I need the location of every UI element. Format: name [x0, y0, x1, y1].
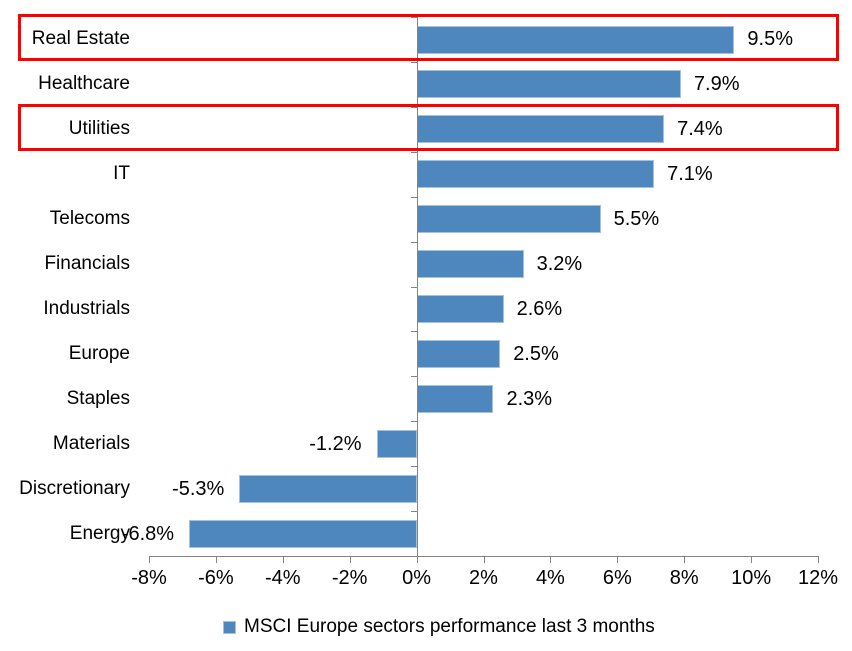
highlight-box-real-estate [18, 14, 839, 61]
x-axis-tick [149, 556, 150, 563]
y-axis-tick [410, 151, 417, 153]
x-axis-tick [215, 556, 217, 563]
bar-healthcare [416, 70, 681, 99]
y-axis-tick [410, 241, 417, 243]
y-axis-tick [410, 17, 417, 18]
category-label-healthcare: Healthcare [38, 73, 130, 95]
y-axis-line [416, 17, 418, 557]
x-tick-label-2-: 2% [469, 567, 498, 589]
value-label-staples: 2.3% [506, 387, 553, 410]
x-axis-tick [751, 556, 753, 563]
category-label-industrials: Industrials [43, 297, 130, 319]
value-label-financials: 3.2% [536, 253, 583, 276]
x-tick-label-8-: 8% [669, 567, 699, 589]
legend-label: MSCI Europe sectors performance last 3 m… [244, 616, 655, 637]
y-axis-tick [410, 106, 417, 108]
x-tick-label-12-: 12% [797, 567, 839, 589]
category-label-financials: Financials [44, 253, 130, 275]
x-tick-label-0-: 0% [402, 567, 432, 589]
highlight-box-utilities [18, 103, 839, 151]
x-axis-tick [282, 556, 284, 563]
x-axis-tick [818, 556, 819, 563]
x-axis-tick [416, 556, 418, 563]
x-axis-tick [550, 556, 552, 563]
value-label-industrials: 2.6% [516, 297, 563, 320]
x-tick-label--6-: -6% [198, 567, 234, 589]
bar-europe [416, 339, 501, 368]
legend-marker-icon [223, 620, 236, 634]
category-label-discretionary: Discretionary [19, 477, 130, 499]
value-label-real-estate: 9.5% [747, 28, 793, 51]
category-label-materials: Materials [52, 432, 130, 454]
category-label-utilities: Utilities [68, 118, 130, 140]
x-tick-label--8-: -8% [131, 567, 167, 589]
bar-materials [376, 429, 417, 458]
value-label-it: 7.1% [667, 163, 713, 186]
x-axis-tick [483, 556, 485, 563]
x-tick-label--2-: -2% [331, 567, 368, 589]
value-label-energy: -6.8% [121, 522, 175, 545]
bar-industrials [416, 295, 504, 323]
x-axis-tick [617, 556, 619, 563]
legend: MSCI Europe sectors performance last 3 m… [223, 615, 655, 639]
bar-staples [416, 384, 494, 413]
category-label-energy: Energy [69, 522, 130, 544]
x-tick-label-6-: 6% [602, 567, 632, 589]
bar-real-estate [416, 25, 735, 54]
y-axis-tick [410, 331, 417, 333]
value-label-europe: 2.5% [513, 342, 559, 365]
x-axis-tick [349, 556, 351, 563]
bar-financials [416, 250, 524, 278]
bar-discretionary [239, 474, 417, 503]
value-label-discretionary: -5.3% [172, 477, 225, 500]
y-axis-tick [410, 421, 417, 423]
y-axis-tick [410, 511, 417, 513]
value-label-materials: -1.2% [309, 432, 362, 455]
value-label-healthcare: 7.9% [693, 73, 740, 96]
x-axis-tick [684, 556, 686, 563]
category-label-europe: Europe [68, 342, 130, 364]
x-tick-label-10-: 10% [731, 567, 772, 589]
bar-utilities [416, 115, 665, 144]
x-tick-label--4-: -4% [265, 567, 301, 589]
category-label-telecoms: Telecoms [49, 208, 130, 230]
bar-energy [189, 519, 417, 548]
category-label-staples: Staples [66, 387, 130, 409]
value-label-utilities: 7.4% [677, 118, 723, 141]
category-label-it: IT [113, 163, 130, 185]
x-tick-label-4-: 4% [535, 567, 565, 589]
y-axis-tick [410, 376, 417, 378]
y-axis-tick [410, 196, 417, 198]
y-axis-tick [410, 61, 417, 63]
y-axis-tick [410, 466, 417, 468]
value-label-telecoms: 5.5% [613, 208, 660, 231]
y-axis-tick [410, 286, 417, 288]
category-label-real-estate: Real Estate [31, 28, 130, 50]
bar-telecoms [416, 205, 601, 234]
bar-it [416, 160, 655, 189]
